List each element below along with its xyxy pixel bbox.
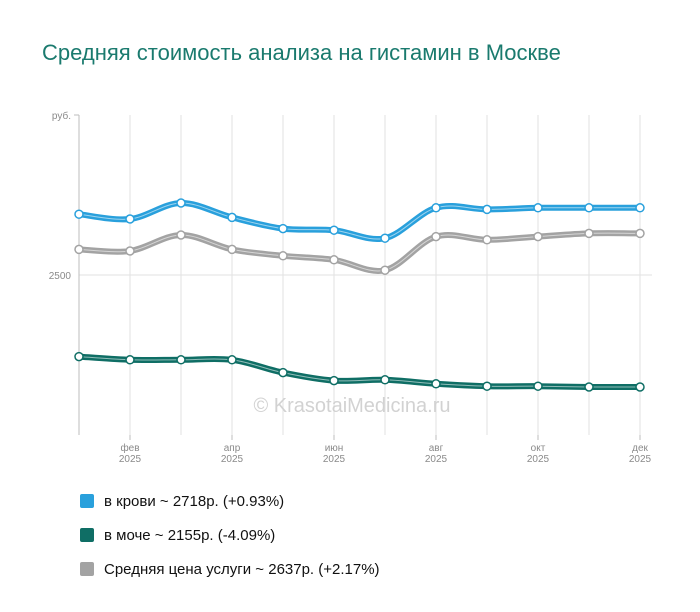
- series-1-point: [176, 355, 186, 365]
- series-0-point: [482, 204, 492, 215]
- series-1-point: [380, 375, 390, 385]
- series-2-point: [176, 230, 186, 240]
- series-1-point: [635, 382, 645, 392]
- series-1-point: [584, 382, 594, 392]
- series-1-point: [329, 375, 339, 386]
- x-tick-label-year: 2025: [323, 454, 346, 465]
- legend-label-average: Средняя цена услуги ~ 2637р. (+2.17%): [104, 560, 380, 578]
- series-0-point: [125, 214, 135, 224]
- series-2-point: [380, 265, 390, 275]
- line-chart: 2500руб.фев2025апр2025июн2025авг2025окт2…: [49, 110, 652, 465]
- chart-axes: 2500руб.фев2025апр2025июн2025авг2025окт2…: [49, 110, 652, 465]
- x-tick-label-year: 2025: [425, 454, 448, 465]
- series-1-point: [74, 351, 84, 362]
- series-1-point: [533, 381, 543, 391]
- x-tick-label-month: окт: [531, 443, 546, 454]
- x-tick-label-month: фев: [120, 442, 139, 454]
- series-1-line: [76, 353, 643, 391]
- y-tick-label: 2500: [49, 271, 72, 282]
- x-tick-label-year: 2025: [629, 454, 652, 465]
- x-tick-label-year: 2025: [119, 454, 142, 465]
- series-0-point: [635, 203, 645, 213]
- legend-swatch-blood: [80, 494, 94, 508]
- series-2-point: [278, 251, 288, 261]
- x-tick-label-month: авг: [429, 443, 444, 454]
- legend-swatch-average: [80, 562, 94, 576]
- series-0-point: [227, 212, 237, 223]
- series-2-point: [227, 244, 237, 255]
- series-2-point: [482, 235, 492, 245]
- y-axis-unit-label: руб.: [52, 110, 71, 122]
- chart-grid: [79, 115, 652, 435]
- x-tick-label-year: 2025: [221, 454, 244, 465]
- legend-swatch-urine: [80, 528, 94, 542]
- legend-label-urine: в моче ~ 2155р. (-4.09%): [104, 526, 276, 544]
- series-1-point: [278, 367, 288, 378]
- series-2-point: [635, 228, 645, 239]
- watermark: © KrasotaiMedicina.ru: [253, 395, 450, 417]
- series-0-point: [329, 225, 339, 235]
- series-0-point: [74, 209, 84, 219]
- series-1-point: [482, 381, 492, 391]
- series-0-point: [431, 203, 441, 213]
- series-2-point: [329, 255, 339, 265]
- series-2-point: [125, 246, 135, 256]
- series-0-point: [176, 198, 186, 208]
- series-2-point: [584, 228, 594, 239]
- series-1-point: [227, 355, 237, 365]
- series-0-point: [380, 233, 390, 243]
- x-tick-label-year: 2025: [527, 454, 550, 465]
- legend-item-urine[interactable]: в моче ~ 2155р. (-4.09%): [80, 518, 380, 552]
- series-1-point: [125, 355, 135, 365]
- series-1-point: [431, 379, 441, 389]
- series-0-point: [533, 203, 543, 213]
- series-2-point: [431, 231, 441, 242]
- legend: в крови ~ 2718р. (+0.93%) в моче ~ 2155р…: [80, 484, 380, 586]
- series-0-point: [278, 223, 288, 234]
- chart-title: Средняя стоимость анализа на гистамин в …: [42, 40, 561, 65]
- x-tick-label-month: апр: [224, 443, 241, 454]
- series-layer: [74, 198, 645, 392]
- series-2-point: [74, 244, 84, 255]
- x-tick-label-month: июн: [325, 443, 344, 454]
- series-2-point: [533, 231, 543, 242]
- legend-label-blood: в крови ~ 2718р. (+0.93%): [104, 492, 285, 510]
- legend-item-blood[interactable]: в крови ~ 2718р. (+0.93%): [80, 484, 380, 518]
- legend-item-average[interactable]: Средняя цена услуги ~ 2637р. (+2.17%): [80, 552, 380, 586]
- series-0-point: [584, 203, 594, 213]
- x-tick-label-month: дек: [632, 443, 648, 454]
